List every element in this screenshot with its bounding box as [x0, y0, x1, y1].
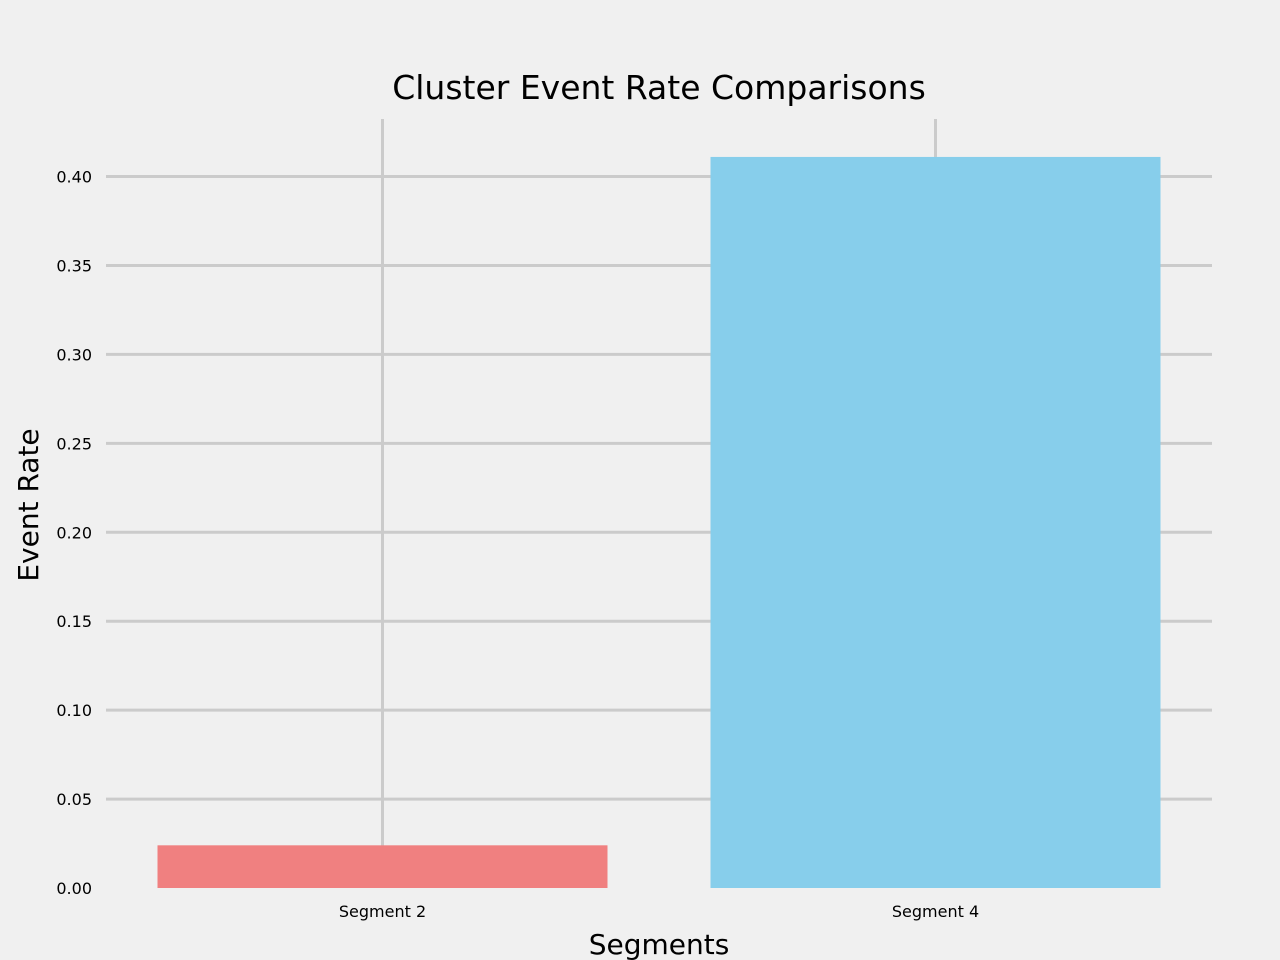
y-tick-label: 0.15 — [56, 612, 92, 631]
x-axis-label: Segments — [589, 928, 730, 960]
y-tick-labels: 0.00 0.05 0.10 0.15 0.20 0.25 0.30 0.35 0.40 — [56, 168, 92, 899]
x-tick-label: Segment 4 — [892, 902, 979, 921]
bar-segment-4 — [710, 156, 1161, 889]
x-tick-label: Segment 2 — [339, 902, 426, 921]
y-axis-label: Event Rate — [12, 428, 45, 581]
y-tick-label: 0.10 — [56, 701, 92, 720]
x-tick-labels: Segment 2 Segment 4 — [339, 902, 979, 921]
y-tick-label: 0.40 — [56, 168, 92, 187]
y-tick-label: 0.25 — [56, 434, 92, 453]
bars — [157, 156, 1161, 889]
y-tick-label: 0.35 — [56, 256, 92, 275]
y-tick-label: 0.00 — [56, 879, 92, 898]
y-tick-label: 0.20 — [56, 523, 92, 542]
y-tick-label: 0.05 — [56, 790, 92, 809]
bar-segment-2 — [157, 845, 608, 888]
y-tick-label: 0.30 — [56, 345, 92, 364]
chart-title: Cluster Event Rate Comparisons — [392, 68, 926, 107]
